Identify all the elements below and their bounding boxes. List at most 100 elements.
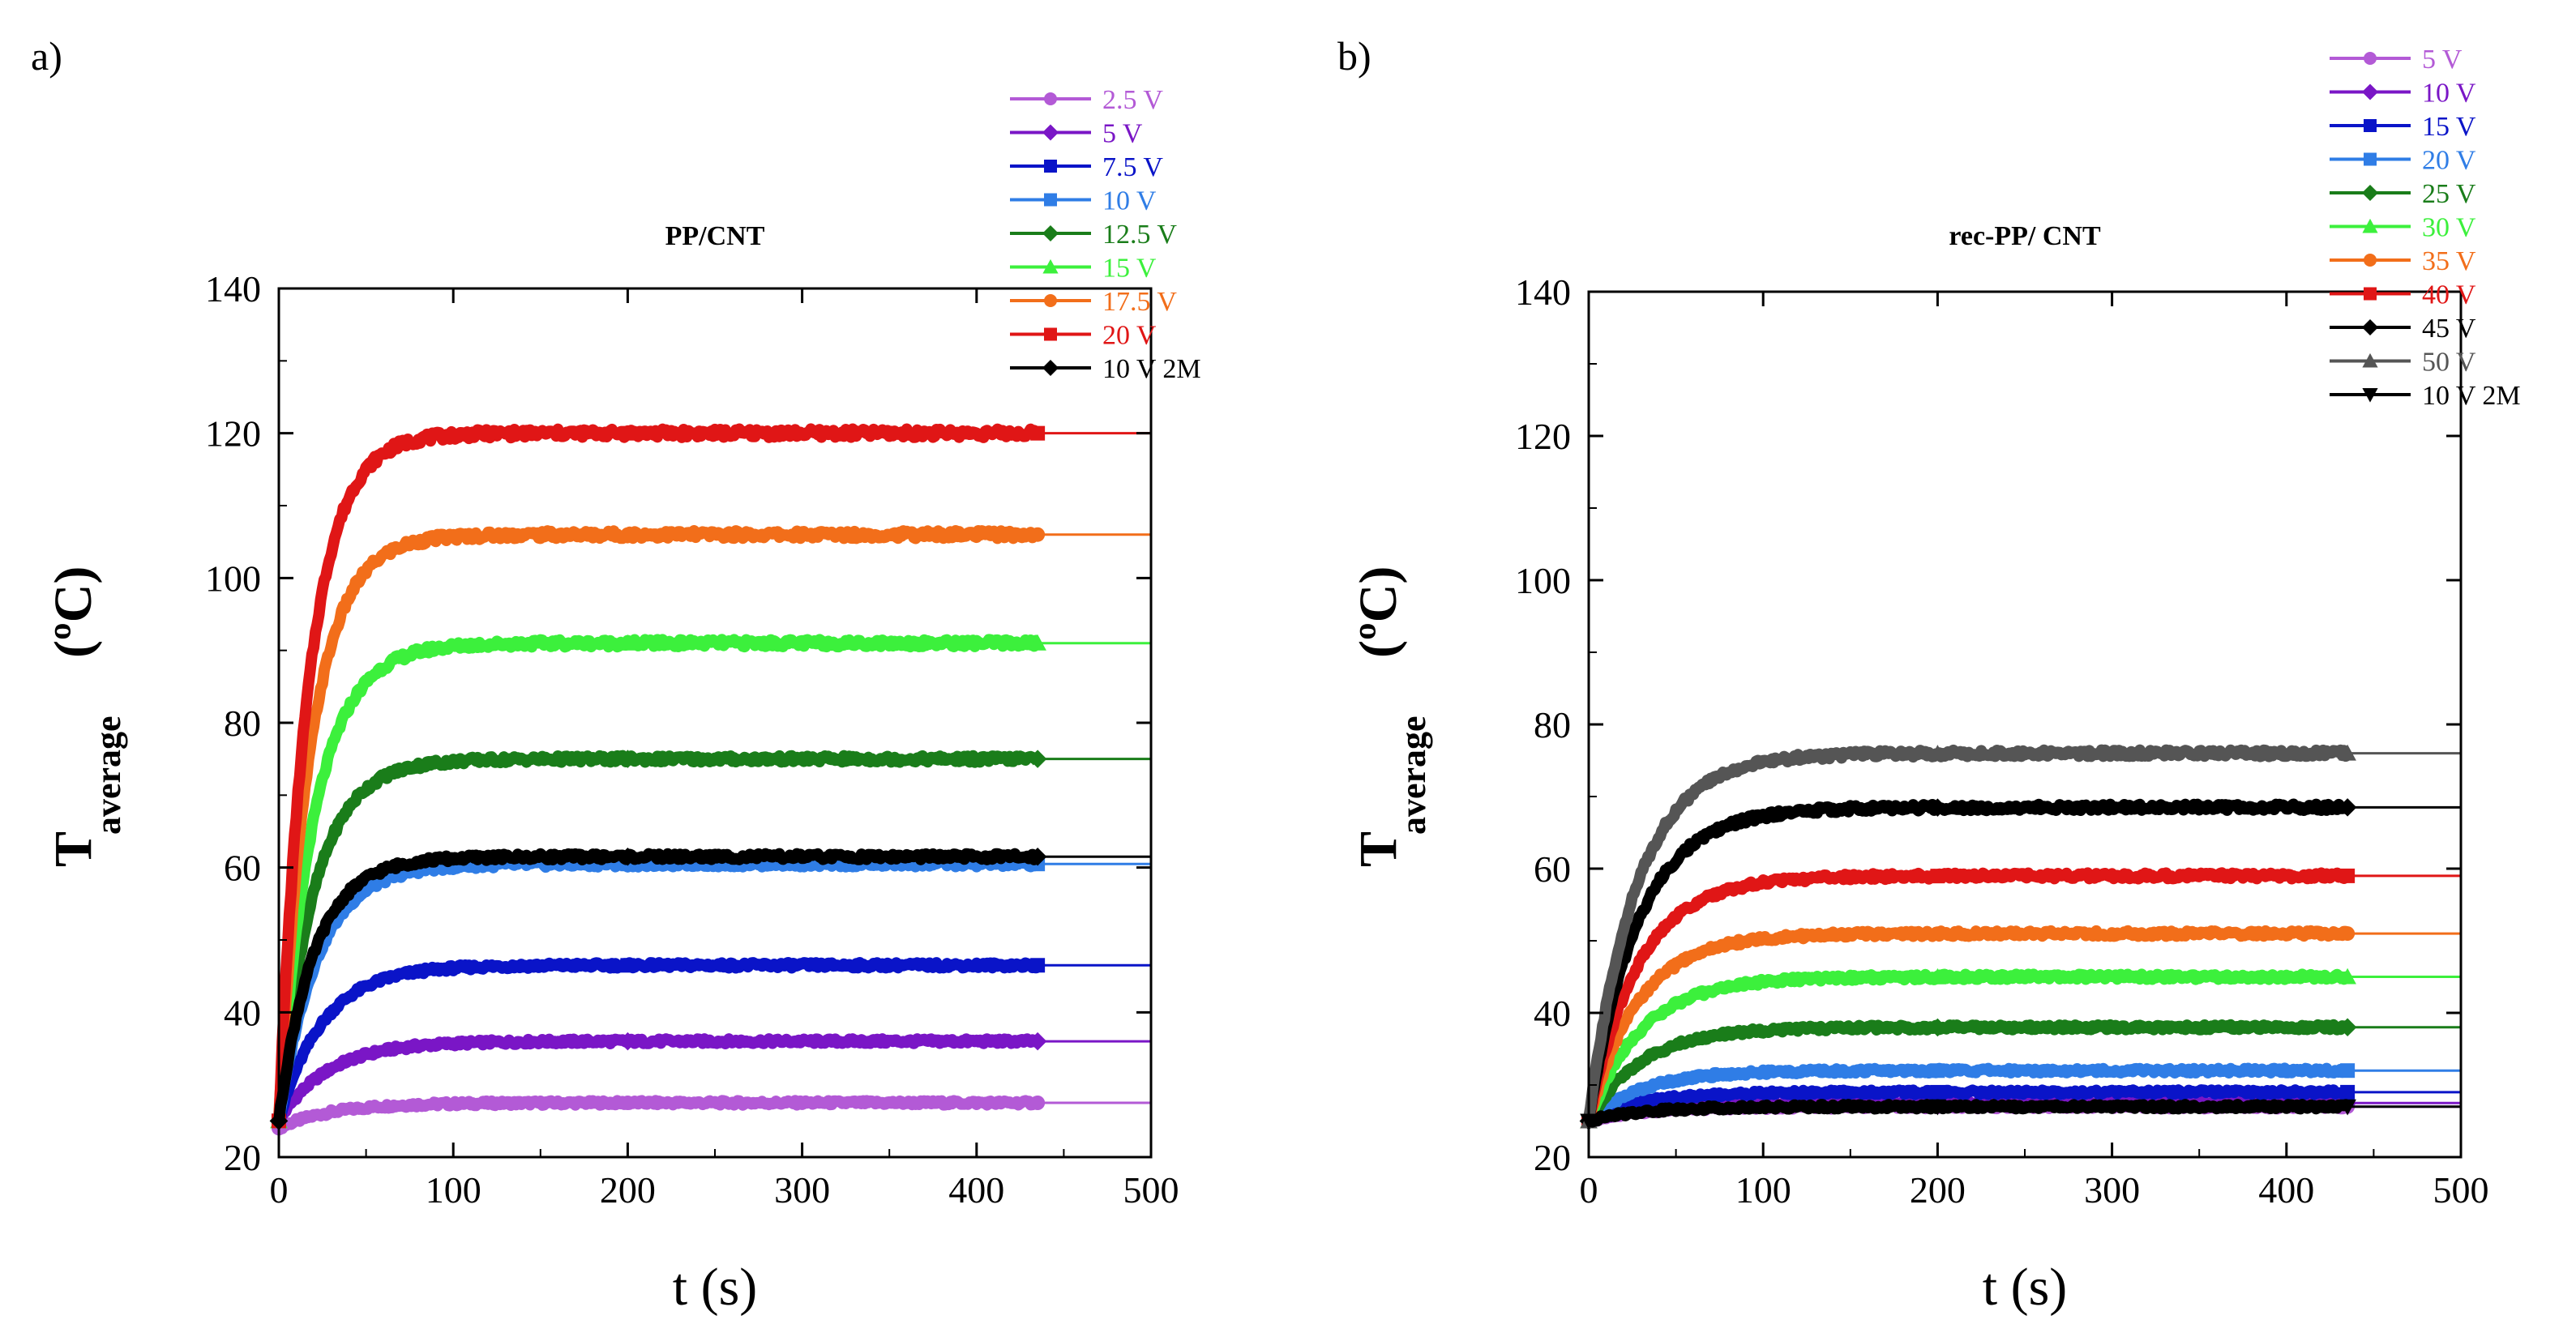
- legend-marker: [2364, 52, 2377, 65]
- series-20-v: [272, 423, 1151, 1129]
- series-marker: [1928, 798, 1947, 817]
- x-tick-label: 500: [2433, 1169, 2489, 1211]
- legend-marker: [2362, 388, 2378, 403]
- legend-label: 20 V: [2422, 146, 2476, 176]
- series-10-v-2m: [269, 848, 1151, 1130]
- series-marker: [2340, 1063, 2356, 1079]
- legend-item: 30 V: [2330, 213, 2476, 243]
- legend-label: 15 V: [2422, 112, 2476, 142]
- series-marker: [1028, 848, 1047, 866]
- legend: 2.5 V 5 V7.5 V 10 V 12.5 V 15 V17.5 V 20 V10 …: [1010, 85, 1201, 384]
- series-10-v-2m: [1580, 1099, 2461, 1130]
- legend-marker: [1044, 294, 1057, 307]
- legend-label: 10 V 2M: [2422, 381, 2521, 411]
- legend-label: 2.5 V: [1102, 85, 1163, 115]
- legend-item: 20 V: [1010, 321, 1157, 351]
- legend-item: 40 V: [2330, 280, 2476, 310]
- series-marker: [2339, 744, 2356, 761]
- legend-marker: [1042, 258, 1059, 274]
- series-15-v: [1581, 1084, 2461, 1129]
- legend-label: 7.5 V: [1102, 152, 1163, 182]
- chart-title: rec-PP/ CNT: [1949, 221, 2101, 251]
- series-12.5-v: [269, 750, 1151, 1130]
- legend-marker: [1044, 327, 1057, 341]
- x-tick-label: 100: [1735, 1169, 1791, 1211]
- series-marker: [2340, 868, 2356, 883]
- chart-title: PP/CNT: [665, 221, 765, 251]
- series-marker: [1928, 745, 1947, 761]
- legend-marker: [2362, 352, 2378, 368]
- legend-marker: [2364, 287, 2377, 301]
- x-tick-label: 300: [774, 1169, 830, 1211]
- legend-item: 2.5 V: [1010, 85, 1163, 115]
- legend-label: 10 V: [2422, 79, 2476, 109]
- legend-label: 10 V: [1102, 186, 1157, 216]
- series-line: [1583, 867, 2351, 1121]
- series-marker: [620, 958, 635, 973]
- series-line: [273, 634, 1042, 1125]
- series-marker: [1028, 1032, 1047, 1051]
- y-tick-label: 100: [205, 557, 261, 599]
- y-tick-label: 120: [205, 413, 261, 455]
- y-tick-label: 80: [224, 703, 261, 744]
- series-line: [1583, 798, 2351, 1121]
- legend-label: 17.5 V: [1102, 287, 1177, 317]
- plot-frame: [277, 287, 1153, 1159]
- series-15-v: [270, 634, 1151, 1129]
- series-marker: [620, 527, 635, 542]
- series-20-v: [1581, 1062, 2461, 1129]
- x-axis-label: t (s): [1983, 1258, 2067, 1317]
- legend-label: 5 V: [1102, 119, 1143, 149]
- legend-label: 45 V: [2422, 314, 2476, 344]
- y-tick-label: 60: [1534, 848, 1571, 890]
- series-marker: [1030, 527, 1046, 542]
- legend-marker: [2364, 254, 2377, 267]
- legend-marker: [2364, 119, 2377, 132]
- legend-marker: [1044, 193, 1057, 207]
- series-group: [1579, 744, 2461, 1130]
- y-tick-label: 100: [1515, 560, 1571, 601]
- series-line: [1583, 1084, 2351, 1126]
- series-marker: [1928, 968, 1947, 985]
- x-tick-label: 200: [600, 1169, 656, 1211]
- legend-item: 5 V: [1010, 119, 1143, 149]
- legend-label: 40 V: [2422, 280, 2476, 310]
- series-marker: [1930, 1063, 1945, 1079]
- series-marker: [1029, 634, 1046, 651]
- x-tick-label: 0: [270, 1169, 289, 1211]
- series-line: [273, 1095, 1043, 1134]
- y-tick-label: 140: [205, 268, 261, 310]
- x-tick-label: 400: [948, 1169, 1004, 1211]
- legend-label: 20 V: [1102, 321, 1157, 351]
- legend-label: 25 V: [2422, 179, 2476, 209]
- series-marker: [2340, 926, 2356, 942]
- y-tick-label: 140: [1515, 271, 1571, 313]
- series-40-v: [1581, 867, 2461, 1129]
- series-marker: [618, 750, 637, 768]
- x-tick-label: 400: [2258, 1169, 2314, 1211]
- series-marker: [1030, 958, 1046, 973]
- series-line: [273, 1033, 1043, 1125]
- series-marker: [2338, 798, 2357, 817]
- legend-label: 5 V: [2422, 45, 2463, 75]
- legend-label: 30 V: [2422, 213, 2476, 243]
- series-marker: [1030, 425, 1046, 441]
- series-marker: [620, 425, 635, 441]
- legend-item: 50 V: [2330, 348, 2476, 378]
- legend-item: 20 V: [2330, 146, 2476, 176]
- legend-marker: [1044, 160, 1057, 173]
- series-marker: [2339, 968, 2356, 985]
- series-marker: [2340, 1084, 2356, 1100]
- series-marker: [618, 848, 637, 866]
- legend-marker: [1042, 225, 1059, 241]
- legend-label: 35 V: [2422, 246, 2476, 276]
- series-2.5-v: [272, 1095, 1151, 1136]
- legend-marker: [2362, 319, 2378, 335]
- legend-item: 12.5 V: [1010, 220, 1177, 250]
- y-tick-label: 120: [1515, 416, 1571, 457]
- series-line: [273, 848, 1043, 1123]
- legend-label: 12.5 V: [1102, 220, 1177, 250]
- legend-item: 15 V: [2330, 112, 2476, 142]
- y-tick-label: 40: [1534, 993, 1571, 1034]
